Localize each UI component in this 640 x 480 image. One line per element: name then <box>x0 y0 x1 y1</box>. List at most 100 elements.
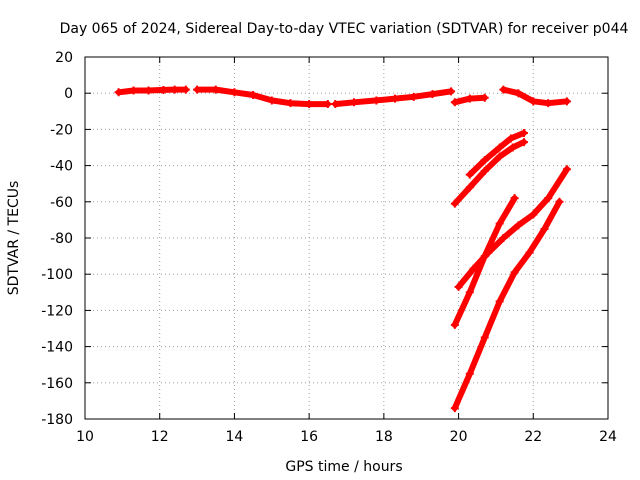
data-point <box>529 97 538 106</box>
data-point <box>495 152 504 161</box>
y-tick-label: -100 <box>41 267 73 283</box>
data-point <box>372 96 381 105</box>
data-point <box>249 91 258 100</box>
data-point <box>211 85 220 94</box>
x-tick-label: 10 <box>76 429 94 445</box>
data-point <box>454 282 463 291</box>
series-line <box>451 195 518 328</box>
series-track-1 <box>114 85 190 97</box>
series-track-5 <box>499 85 571 108</box>
series-line <box>455 166 570 290</box>
x-tick-label: 14 <box>226 429 244 445</box>
data-point <box>508 143 517 152</box>
data-point <box>480 93 489 102</box>
data-point <box>562 97 571 106</box>
data-point <box>465 288 474 297</box>
data-point <box>510 268 519 277</box>
data-point <box>525 248 534 257</box>
x-axis-label: GPS time / hours <box>285 459 402 475</box>
data-point <box>465 369 474 378</box>
data-point <box>514 221 523 230</box>
series-line <box>466 130 527 178</box>
data-point <box>495 297 504 306</box>
series-line <box>451 198 563 412</box>
y-tick-label: -80 <box>50 231 73 247</box>
data-point <box>193 85 202 94</box>
data-point <box>510 194 519 203</box>
grid-lines <box>85 57 608 419</box>
data-point <box>450 98 459 107</box>
data-point <box>465 183 474 192</box>
series-track-3 <box>331 87 456 109</box>
y-tick-label: -120 <box>41 303 73 319</box>
data-point <box>114 88 123 97</box>
data-point <box>144 86 153 95</box>
data-point <box>331 100 340 109</box>
y-tick-label: 0 <box>64 86 73 102</box>
data-point <box>181 85 190 94</box>
series-track-8 <box>450 194 519 329</box>
axis-ticks: 10 12 14 16 18 20 22 24 -180 -160 -140 -120 -100 -80 -… <box>41 50 617 445</box>
series-track-2 <box>193 85 332 109</box>
data-point <box>506 134 515 143</box>
data-point <box>409 92 418 101</box>
data-point <box>555 197 564 206</box>
y-tick-label: -160 <box>41 376 73 392</box>
series-track-7 <box>450 138 528 208</box>
data-point <box>450 320 459 329</box>
data-point <box>267 96 276 105</box>
y-tick-label: 20 <box>55 50 73 66</box>
y-tick-label: -180 <box>41 412 73 428</box>
x-tick-label: 20 <box>450 429 468 445</box>
x-tick-label: 12 <box>151 429 169 445</box>
data-point <box>465 94 474 103</box>
series-track-10 <box>450 197 564 413</box>
data-point <box>499 234 508 242</box>
y-tick-label: -140 <box>41 340 73 356</box>
data-point <box>391 94 400 103</box>
series-track-4 <box>450 93 489 107</box>
data-point <box>480 167 489 176</box>
data-point <box>286 99 295 108</box>
y-tick-label: -40 <box>50 159 73 175</box>
data-point <box>480 333 489 342</box>
y-tick-label: -20 <box>50 122 73 138</box>
data-point <box>450 404 459 413</box>
data-point <box>428 90 437 99</box>
data-point <box>529 210 538 219</box>
series-track-9 <box>454 165 571 291</box>
data-point <box>305 100 314 109</box>
data-point <box>159 85 168 94</box>
data-point <box>480 156 489 165</box>
series-track-6 <box>465 129 528 179</box>
x-tick-label: 16 <box>300 429 318 445</box>
data-point <box>170 85 179 94</box>
chart-title: Day 065 of 2024, Sidereal Day-to-day VTE… <box>60 21 629 37</box>
data-point <box>450 199 459 208</box>
data-point <box>465 170 474 179</box>
data-point <box>495 219 504 228</box>
x-tick-label: 24 <box>599 429 617 445</box>
data-point <box>447 87 456 96</box>
data-point <box>323 100 332 109</box>
data-point <box>469 264 478 273</box>
data-point <box>544 194 553 203</box>
y-axis-label: SDTVAR / TECUs <box>6 181 22 296</box>
data-point <box>562 165 571 174</box>
data-point <box>230 88 239 97</box>
x-tick-label: 18 <box>375 429 393 445</box>
data-point <box>514 89 523 98</box>
data-point <box>484 248 493 257</box>
data-point <box>519 138 528 147</box>
y-tick-label: -60 <box>50 195 73 211</box>
data-point <box>499 85 508 94</box>
data-point <box>544 99 553 108</box>
x-tick-label: 22 <box>524 429 542 445</box>
data-point <box>540 224 549 233</box>
data-point <box>349 98 358 107</box>
data-point <box>495 143 504 152</box>
data-series <box>114 85 571 413</box>
data-point <box>519 129 528 138</box>
data-point <box>129 86 138 95</box>
